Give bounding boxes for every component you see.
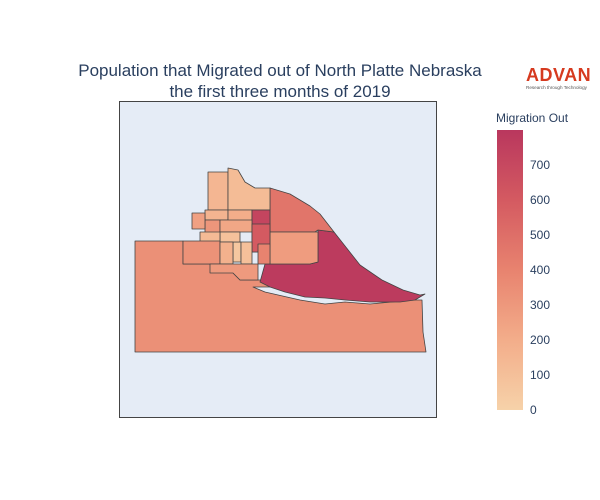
map-region-19[interactable] xyxy=(219,241,234,265)
map-region-6[interactable] xyxy=(204,209,229,221)
map-title-line-1: Population that Migrated out of North Pl… xyxy=(78,61,482,80)
map-region-15[interactable] xyxy=(219,231,241,243)
map-region-5[interactable] xyxy=(227,167,271,211)
map-title-line-2: the first three months of 2019 xyxy=(169,82,391,101)
advan-logo: ADVAN Research through Technology xyxy=(526,66,596,91)
colorbar-title: Migration Out xyxy=(496,111,569,125)
map-region-21[interactable] xyxy=(209,263,259,281)
map-region-4[interactable] xyxy=(207,171,229,211)
colorbar-gradient xyxy=(497,130,523,410)
map-region-16[interactable] xyxy=(191,212,206,230)
map-region-18[interactable] xyxy=(182,240,221,265)
colorbar-tick-200: 200 xyxy=(530,333,551,347)
map-region-2[interactable] xyxy=(259,229,426,303)
colorbar-tick-0: 0 xyxy=(530,403,537,417)
map-region-20[interactable] xyxy=(240,241,253,265)
logo-tagline: Research through Technology xyxy=(526,85,587,90)
colorbar-tick-600: 600 xyxy=(530,193,551,207)
choropleth-map[interactable] xyxy=(120,102,438,419)
map-region-11[interactable] xyxy=(219,219,253,233)
logo-word: ADVAN xyxy=(526,65,592,85)
map-region-14[interactable] xyxy=(232,241,242,263)
map-region-13[interactable] xyxy=(257,243,271,265)
colorbar-tick-400: 400 xyxy=(530,263,551,277)
map-region-9[interactable] xyxy=(269,231,319,265)
colorbar-tick-300: 300 xyxy=(530,298,551,312)
map-frame[interactable] xyxy=(119,101,437,418)
colorbar-tick-500: 500 xyxy=(530,228,551,242)
map-title: Population that Migrated out of North Pl… xyxy=(30,60,530,102)
colorbar-tick-700: 700 xyxy=(530,158,551,172)
map-region-3[interactable] xyxy=(269,187,335,233)
colorbar-tick-100: 100 xyxy=(530,368,551,382)
